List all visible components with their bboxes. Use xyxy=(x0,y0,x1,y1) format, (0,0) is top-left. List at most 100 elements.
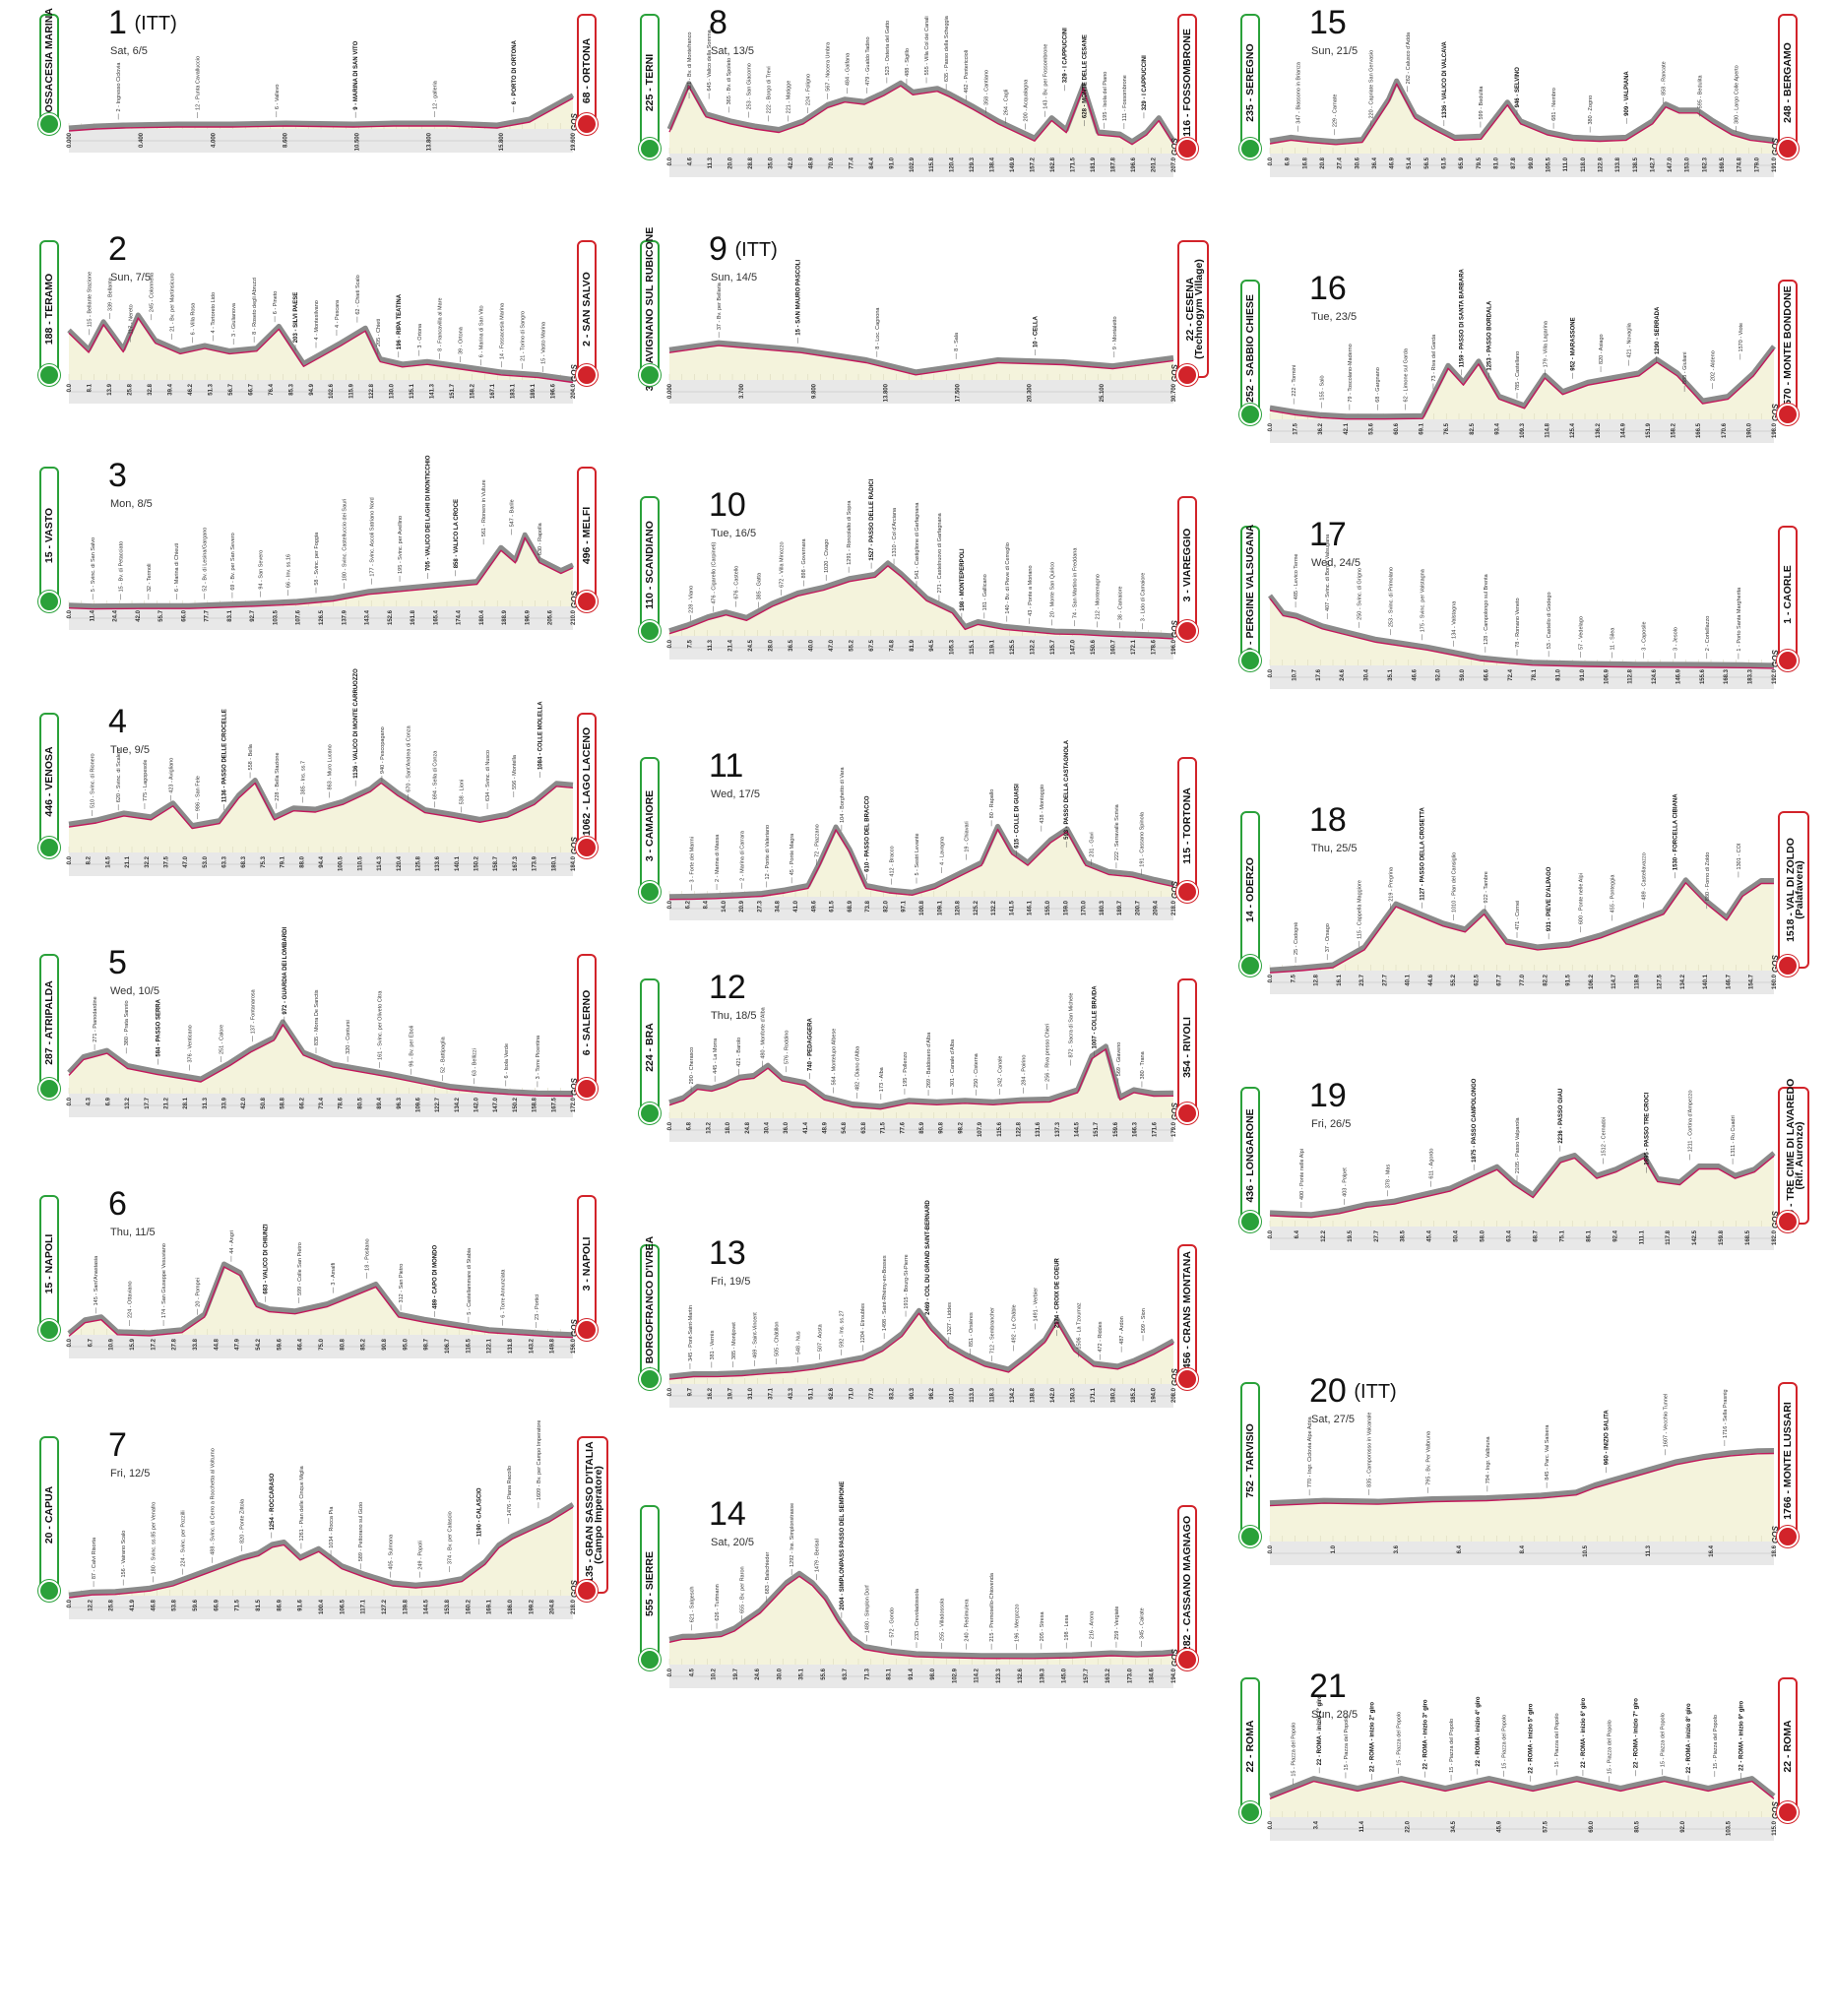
km-label: 171.5 xyxy=(1071,157,1077,172)
km-label: 189.1 xyxy=(531,383,537,399)
km-label: 0.0 xyxy=(67,1097,73,1105)
km-label: 25.100 xyxy=(1100,383,1106,402)
waypoint-label: 224 - Foligno xyxy=(806,74,812,105)
km-label: 76.4 xyxy=(269,383,275,395)
km-label: 17.6 xyxy=(1316,668,1322,680)
km-label: 152.6 xyxy=(388,609,394,625)
stage-9-profile: 9 (ITT) Sun, 14/5 37 - Bv. per Bellaria 15 … xyxy=(639,227,1209,425)
km-label: 33.8 xyxy=(193,1338,199,1350)
waypoint-label: 79 - Toscolano-Maderno xyxy=(1348,344,1354,402)
km-label: 120.4 xyxy=(397,855,403,871)
waypoint-label: 1136 - VALICO DI MONTE CARRUOZZO xyxy=(353,668,359,779)
waypoint-label: 1310 - Col d'Arciana xyxy=(892,507,898,557)
km-label: 149.9 xyxy=(1010,157,1016,172)
km-label: 194.0 xyxy=(1171,1668,1177,1683)
waypoint-label: 6 - Marina di San Vito xyxy=(479,305,485,357)
km-label: 0.0 xyxy=(1268,157,1274,165)
km-label: 63.8 xyxy=(861,1121,867,1133)
stage-15-profile: 15 Sun, 21/5 347 - Biassono in Brianza 229 … xyxy=(1239,6,1799,199)
km-label: 15.800 xyxy=(499,132,505,151)
waypoint-label: 25 - Codognè xyxy=(1294,922,1299,955)
finish-flag-icon xyxy=(1777,1211,1799,1232)
waypoint-label: 22 - ROMA - inizio 9° giro xyxy=(1739,1700,1745,1771)
waypoint-label: 8 - Sala xyxy=(954,332,960,351)
finish-town-badge: (Palafavera) 1518 - VAL DI ZOLDO xyxy=(1777,811,1809,976)
km-label: 91.6 xyxy=(298,1599,304,1610)
waypoint-label: 1479 - Berisal xyxy=(815,1539,821,1572)
km-label: 187.8 xyxy=(1111,157,1117,172)
waypoint-label: 15 - Piazza del Popolo xyxy=(1397,1712,1403,1766)
km-label: 55.7 xyxy=(158,609,164,621)
km-label: 144.5 xyxy=(424,1599,430,1614)
stage-11-profile: 11 Wed, 17/5 3 - Forte dei Marmi 2 - Marina… xyxy=(639,739,1198,942)
km-label: 167.5 xyxy=(551,1097,557,1112)
finish-town-badge: 1570 - MONTE BONDONE xyxy=(1777,280,1799,425)
finish-flag-icon xyxy=(576,1580,598,1602)
km-label: 126.5 xyxy=(319,609,325,625)
km-label: 73.4 xyxy=(319,1097,325,1108)
waypoint-label: 222 - Borgo di Trevi xyxy=(766,66,772,113)
stage-date: Tue, 23/5 xyxy=(1311,311,1358,323)
waypoint-label: 15 - Piazza del Popolo xyxy=(1449,1719,1455,1773)
km-label: 118.9 xyxy=(1634,974,1640,988)
km-label: 114.8 xyxy=(1546,422,1551,437)
waypoint-label: 52 - Battipaglia xyxy=(441,1036,447,1073)
finish-flag-icon xyxy=(1176,620,1198,642)
km-label: 83.1 xyxy=(887,1668,893,1679)
waypoint-label: 634 - Svinc. di Nusco xyxy=(485,750,491,801)
waypoint-label: 52 - Bv. di Lesina/Gargano xyxy=(203,528,209,592)
km-label: 31.0 xyxy=(748,1387,754,1399)
profile-area xyxy=(1270,596,1774,665)
waypoint-label: 205 - Stresa xyxy=(1040,1610,1045,1641)
km-label: 146.1 xyxy=(1028,900,1034,915)
waypoint-label: 32 - Termoli xyxy=(147,564,153,593)
profile-band xyxy=(1268,594,1775,668)
start-town-label: 15 - NAPOLI xyxy=(43,1233,55,1294)
brand-mark: GOS xyxy=(1170,1102,1179,1120)
km-label: 44.6 xyxy=(1428,974,1434,985)
km-label: 210.0 xyxy=(571,609,577,625)
brand-mark: GOS xyxy=(1170,620,1179,638)
km-label: 184.0 xyxy=(571,855,577,871)
km-label: 4.3 xyxy=(87,1097,93,1105)
waypoint-label: 143 - Bv. per Fossombrone xyxy=(1043,44,1049,109)
waypoint-label: 572 - Gondo xyxy=(890,1607,896,1638)
km-label: 119.1 xyxy=(990,639,996,654)
waypoint-label: 1512 - Cernadoi xyxy=(1602,1117,1608,1156)
profile-svg: 5 - Svinc. di San Salvo 15 - Bv. di Petac… xyxy=(67,455,579,630)
waypoint-label: 43 - Ponte a Moriano xyxy=(1028,565,1034,615)
finish-flag-icon xyxy=(1176,138,1198,159)
stage-date: Thu, 25/5 xyxy=(1311,843,1358,854)
finish-flag-icon xyxy=(1777,404,1799,425)
waypoint-label: 1915 - Bourg-St-Pierre xyxy=(904,1254,910,1308)
waypoint-label: 471 - Cornei xyxy=(1515,901,1521,930)
waypoint-label: 216 - Arona xyxy=(1090,1610,1096,1639)
km-label: 16.1 xyxy=(1337,974,1343,985)
waypoint-label: 5 - Sestri Levante xyxy=(915,833,920,875)
finish-town-badge: 1062 - LAGO LACENO xyxy=(576,713,598,858)
waypoint-label: 922 - Tambre xyxy=(1484,871,1489,903)
waypoint-label: 87 - Calvi Risorta xyxy=(92,1537,97,1579)
km-label: 150.6 xyxy=(1091,639,1097,655)
start-flag-icon xyxy=(1239,955,1261,976)
waypoint-label: 6 - Marina di Chieuti xyxy=(174,543,180,592)
waypoint-label: 222 - Serravalle Scrivia xyxy=(1114,803,1120,860)
waypoint-label: 1159 - PASSO DI SANTA BARBARA xyxy=(1459,268,1465,367)
km-label: 75.3 xyxy=(261,855,267,867)
km-label: 131.6 xyxy=(1036,1121,1042,1137)
km-label: 36.4 xyxy=(1372,157,1378,168)
waypoint-label: 339 - Bellante xyxy=(107,278,113,311)
brand-mark: GOS xyxy=(570,837,579,854)
stage-date: Wed, 10/5 xyxy=(110,985,159,997)
waypoint-label: 592 - Ins. ss.27 xyxy=(839,1310,845,1348)
km-label: 159.6 xyxy=(1113,1121,1119,1137)
waypoint-label: 15 - Bv. di Petacciato xyxy=(119,541,125,593)
start-town-badge: 15 - NAPOLI xyxy=(38,1195,60,1341)
stage-date: Sat, 13/5 xyxy=(711,45,755,57)
km-label: 139.8 xyxy=(403,1599,409,1614)
start-town-label: 15 - VASTO xyxy=(43,507,55,564)
waypoint-label: 177 - Svinc. Ascoli Satriano Nord xyxy=(370,497,376,576)
km-label: 76.5 xyxy=(1444,422,1450,434)
km-label: 79.1 xyxy=(281,855,286,867)
profile-svg: 290 - Cherasco 445 - La Morra 421 - Barolo… xyxy=(667,985,1179,1142)
